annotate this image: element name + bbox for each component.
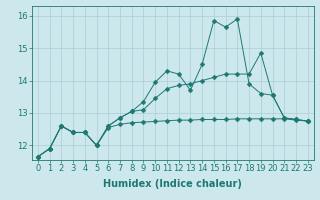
X-axis label: Humidex (Indice chaleur): Humidex (Indice chaleur) xyxy=(103,179,242,189)
